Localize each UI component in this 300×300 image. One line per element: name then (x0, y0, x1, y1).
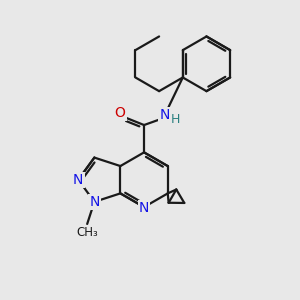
Text: N: N (139, 201, 149, 215)
Text: N: N (73, 173, 83, 187)
Text: H: H (171, 113, 180, 126)
Text: N: N (160, 108, 170, 122)
Text: CH₃: CH₃ (76, 226, 98, 239)
Text: N: N (89, 195, 100, 209)
Text: O: O (115, 106, 125, 120)
